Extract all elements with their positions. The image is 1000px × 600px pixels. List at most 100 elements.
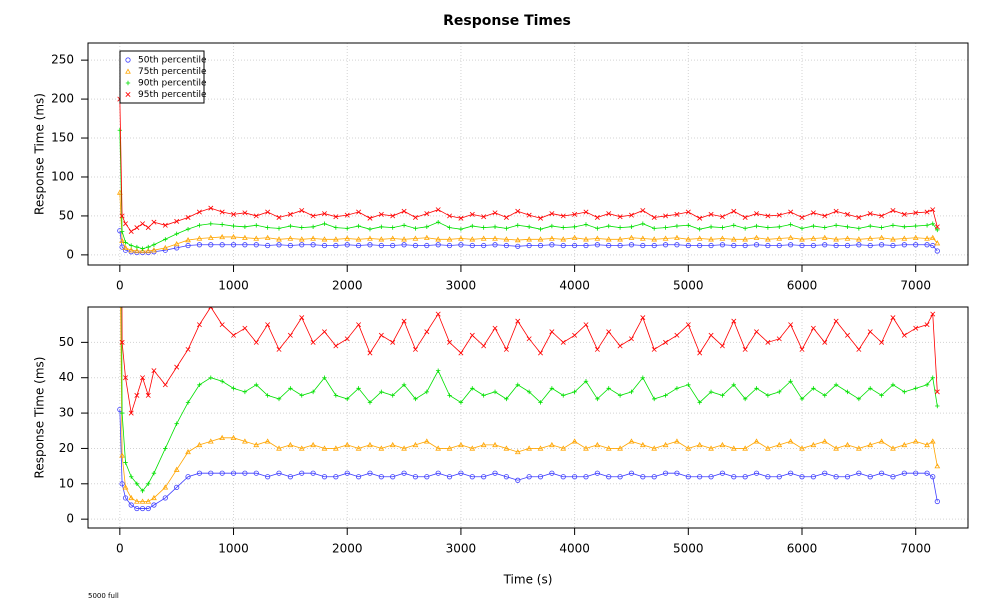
point [617,343,623,349]
point [787,234,794,240]
point [288,386,293,391]
point [134,244,140,250]
point [356,209,362,215]
point [299,242,305,248]
point [401,318,407,324]
point [845,211,850,217]
point [515,208,521,214]
point [185,474,191,480]
point [151,242,157,247]
point [879,339,885,345]
point [458,350,464,356]
point [145,225,151,231]
point [128,502,134,508]
point [753,470,760,476]
point [356,386,361,391]
point [344,242,350,248]
point [549,329,555,335]
point [606,223,611,229]
y-tick-label: 200 [51,92,74,106]
point [208,470,214,476]
point [753,234,760,240]
x-tick-label: 6000 [787,279,818,293]
point [685,322,691,328]
point [265,393,270,398]
point [480,441,487,448]
point [651,445,658,451]
point [663,339,669,345]
point [856,242,862,248]
point [571,438,578,444]
point [719,242,726,248]
point [322,375,327,380]
point [720,225,725,230]
point [697,350,703,356]
point [833,474,839,480]
point [799,226,805,231]
point [344,336,350,342]
y-tick-label: 50 [59,208,74,222]
point [435,207,441,213]
point [912,438,919,444]
point [662,441,669,448]
point [412,441,419,448]
point [583,379,589,384]
point [367,226,373,232]
point [595,226,600,231]
point [333,214,339,220]
point [134,225,140,231]
y-tick-label: 10 [59,476,74,490]
point [288,223,293,229]
point [833,382,839,387]
x-tick-label: 3000 [446,279,477,293]
point [207,438,214,444]
point [890,382,896,387]
y-tick-label: 40 [59,370,74,384]
point [845,224,850,230]
point [401,242,407,248]
point [890,242,896,249]
point [379,389,384,395]
point [401,382,407,387]
point [412,215,418,220]
point [435,368,441,373]
point [515,223,520,228]
point [174,421,179,426]
point [424,224,430,230]
point [123,221,129,227]
point [742,242,748,249]
point [230,233,237,240]
y-tick-label: 100 [51,169,74,183]
point [867,242,873,249]
point [492,389,498,395]
point [310,235,316,241]
point [390,242,396,249]
point [151,368,157,374]
point [549,223,555,229]
point [731,382,736,387]
point [412,474,419,480]
point [686,382,691,387]
point [777,224,782,230]
point [594,215,600,220]
point [856,470,862,476]
point [560,213,566,219]
point [356,223,361,229]
point [458,226,464,232]
point [344,470,350,476]
point [145,505,151,512]
point [902,389,907,395]
point [470,386,475,391]
point [924,242,930,248]
point [697,242,703,249]
point [708,474,714,480]
point [162,495,168,501]
point [174,218,180,224]
point [333,242,339,249]
point [129,474,134,479]
point [742,445,749,451]
point [924,223,930,228]
point [685,445,692,451]
